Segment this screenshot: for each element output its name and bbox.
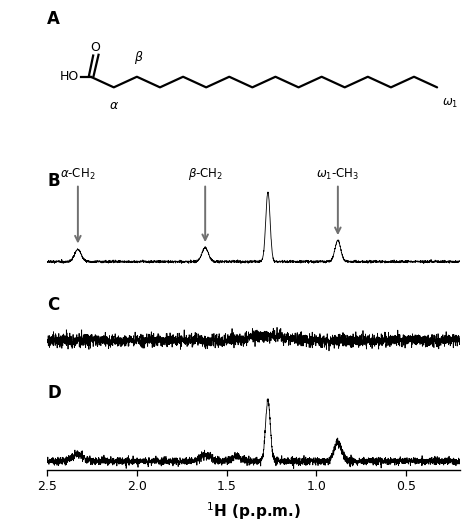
Text: $\alpha$-CH$_2$: $\alpha$-CH$_2$ [60, 167, 96, 182]
Text: C: C [47, 296, 60, 314]
Text: $\beta$: $\beta$ [134, 49, 144, 66]
Text: $\omega_1$-CH$_3$: $\omega_1$-CH$_3$ [316, 167, 360, 182]
Text: HO: HO [60, 70, 79, 83]
Text: $\omega_1$: $\omega_1$ [442, 97, 458, 110]
Text: A: A [47, 10, 60, 28]
Text: D: D [47, 384, 61, 402]
X-axis label: $^{1}$H (p.p.m.): $^{1}$H (p.p.m.) [206, 500, 301, 522]
Text: B: B [47, 172, 60, 190]
Text: $\beta$-CH$_2$: $\beta$-CH$_2$ [188, 167, 223, 182]
Text: O: O [91, 41, 100, 54]
Text: $\alpha$: $\alpha$ [109, 99, 119, 112]
